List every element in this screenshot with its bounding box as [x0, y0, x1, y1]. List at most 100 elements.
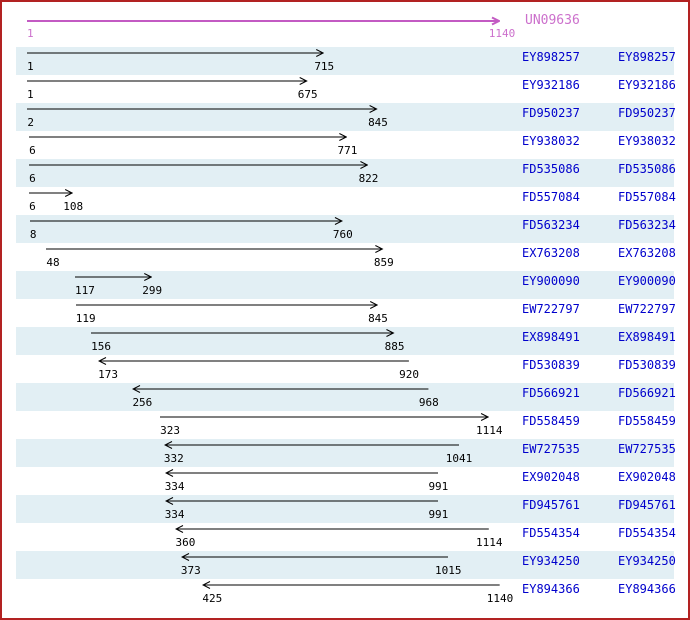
alignment-arrow	[29, 216, 343, 226]
accession-link-primary[interactable]: EX898491	[522, 330, 580, 344]
accession-link-primary[interactable]: FD554354	[522, 526, 580, 540]
alignment-row: 156 885 EX898491 EX898491	[16, 327, 676, 355]
arrow-graphic	[27, 49, 325, 57]
accession-link-secondary[interactable]: FD950237	[618, 106, 676, 120]
accession-link-primary[interactable]: EW722797	[522, 302, 580, 316]
accession-link-primary[interactable]: EY898257	[522, 50, 580, 64]
accession-link-primary[interactable]: FD530839	[522, 358, 580, 372]
arrow-graphic	[175, 525, 490, 533]
end-coordinate-label: 299	[142, 284, 163, 297]
accession-link-secondary[interactable]: FD945761	[618, 498, 676, 512]
alignment-arrow	[27, 76, 308, 86]
accession-link-secondary[interactable]: FD530839	[618, 358, 676, 372]
accession-link-primary[interactable]: EY938032	[522, 134, 580, 148]
accession-link-secondary[interactable]: EW722797	[618, 302, 676, 316]
alignment-arrow	[29, 160, 369, 170]
accession-link-secondary[interactable]: FD558459	[618, 414, 676, 428]
alignment-row: 373 1015 EY934250 EY934250	[16, 551, 676, 579]
alignment-arrow	[91, 328, 395, 338]
alignment-row: 334 991 FD945761 FD945761	[16, 495, 676, 523]
accession-link-primary[interactable]: FD945761	[522, 498, 580, 512]
accession-link-primary[interactable]: EY900090	[522, 274, 580, 288]
accession-link-secondary[interactable]: EX763208	[618, 246, 676, 260]
accession-link-secondary[interactable]: EY938032	[618, 134, 676, 148]
arrow-graphic	[29, 133, 348, 141]
alignment-arrow	[163, 440, 460, 450]
start-coordinate-label: 6	[29, 144, 36, 157]
alignment-row: 117 299 EY900090 EY900090	[16, 271, 676, 299]
arrow-graphic	[98, 357, 410, 365]
alignment-arrow	[29, 188, 74, 198]
accession-link-primary[interactable]: FD535086	[522, 162, 580, 176]
arrow-graphic	[27, 77, 308, 85]
end-coordinate-label: 1114	[475, 536, 503, 549]
start-coordinate-label: 173	[98, 368, 118, 381]
alignment-arrow	[74, 272, 153, 282]
accession-link-primary[interactable]: EY894366	[522, 582, 580, 596]
start-coordinate-label: 425	[202, 592, 223, 605]
accession-link-primary[interactable]: EY934250	[522, 554, 580, 568]
accession-link-secondary[interactable]: FD563234	[618, 218, 676, 232]
accession-link-secondary[interactable]: FD566921	[618, 386, 676, 400]
consensus-arrow	[27, 16, 500, 26]
start-coordinate-label: 2	[27, 116, 35, 129]
end-coordinate-label: 845	[368, 312, 388, 325]
accession-link-secondary[interactable]: FD535086	[618, 162, 676, 176]
start-coordinate-label: 360	[175, 536, 196, 549]
end-coordinate-label: 771	[337, 144, 358, 157]
start-coordinate-label: 256	[132, 396, 153, 409]
alignment-row: 48 859 EX763208 EX763208	[16, 243, 676, 271]
accession-link-secondary[interactable]: FD557084	[618, 190, 676, 204]
accession-link-secondary[interactable]: EX898491	[618, 330, 676, 344]
accession-link-secondary[interactable]: EY898257	[618, 50, 676, 64]
start-coordinate-label: 373	[180, 564, 201, 577]
end-coordinate-label: 991	[428, 480, 449, 493]
arrow-graphic	[46, 245, 384, 253]
alignment-row: 173 920 FD530839 FD530839	[16, 355, 676, 383]
alignment-row: 6 108 FD557084 FD557084	[16, 187, 676, 215]
alignment-row: 1 715 EY898257 EY898257	[16, 47, 676, 75]
accession-link-primary[interactable]: FD950237	[522, 106, 580, 120]
accession-link-primary[interactable]: FD566921	[522, 386, 580, 400]
alignment-arrow	[175, 524, 490, 534]
arrow-graphic	[29, 189, 74, 197]
end-coordinate-label: 885	[384, 340, 405, 353]
end-coordinate-label: 920	[399, 368, 419, 381]
end-coordinate-label: 1140	[486, 592, 514, 605]
alignment-arrow	[164, 496, 439, 506]
accession-link-primary[interactable]: FD557084	[522, 190, 580, 204]
accession-link-primary[interactable]: FD563234	[522, 218, 580, 232]
alignment-arrow	[132, 384, 429, 394]
accession-link-secondary[interactable]: EY894366	[618, 582, 676, 596]
arrow-graphic	[91, 329, 395, 337]
arrow-graphic	[180, 553, 449, 561]
accession-link-secondary[interactable]: FD554354	[618, 526, 676, 540]
accession-link-primary[interactable]: EY932186	[522, 78, 580, 92]
arrow-graphic	[163, 441, 460, 449]
arrow-graphic	[164, 497, 439, 505]
alignment-arrow	[75, 300, 378, 310]
start-coordinate-label: 323	[160, 424, 181, 437]
accession-link-primary[interactable]: EX763208	[522, 246, 580, 260]
start-coordinate-label: 8	[29, 228, 37, 241]
accession-link-secondary[interactable]: EW727535	[618, 442, 676, 456]
alignment-arrow	[202, 580, 500, 590]
start-coordinate-label: 119	[75, 312, 96, 325]
accession-link-secondary[interactable]: EX902048	[618, 470, 676, 484]
accession-link-primary[interactable]: EW727535	[522, 442, 580, 456]
start-coordinate-label: 1	[27, 60, 34, 73]
accession-link-secondary[interactable]: EY934250	[618, 554, 676, 568]
consensus-sequence-id: UN09636	[525, 13, 580, 28]
end-coordinate-label: 108	[63, 200, 84, 213]
accession-link-secondary[interactable]: EY932186	[618, 78, 676, 92]
alignment-arrow	[164, 468, 439, 478]
end-coordinate-label: 1041	[445, 452, 473, 465]
accession-link-secondary[interactable]: EY900090	[618, 274, 676, 288]
accession-link-primary[interactable]: EX902048	[522, 470, 580, 484]
end-coordinate-label: 968	[418, 396, 439, 409]
end-coordinate-label: 1015	[435, 564, 462, 577]
alignment-row: 6 822 FD535086 FD535086	[16, 159, 676, 187]
accession-link-primary[interactable]: FD558459	[522, 414, 580, 428]
alignment-arrow	[27, 48, 325, 58]
